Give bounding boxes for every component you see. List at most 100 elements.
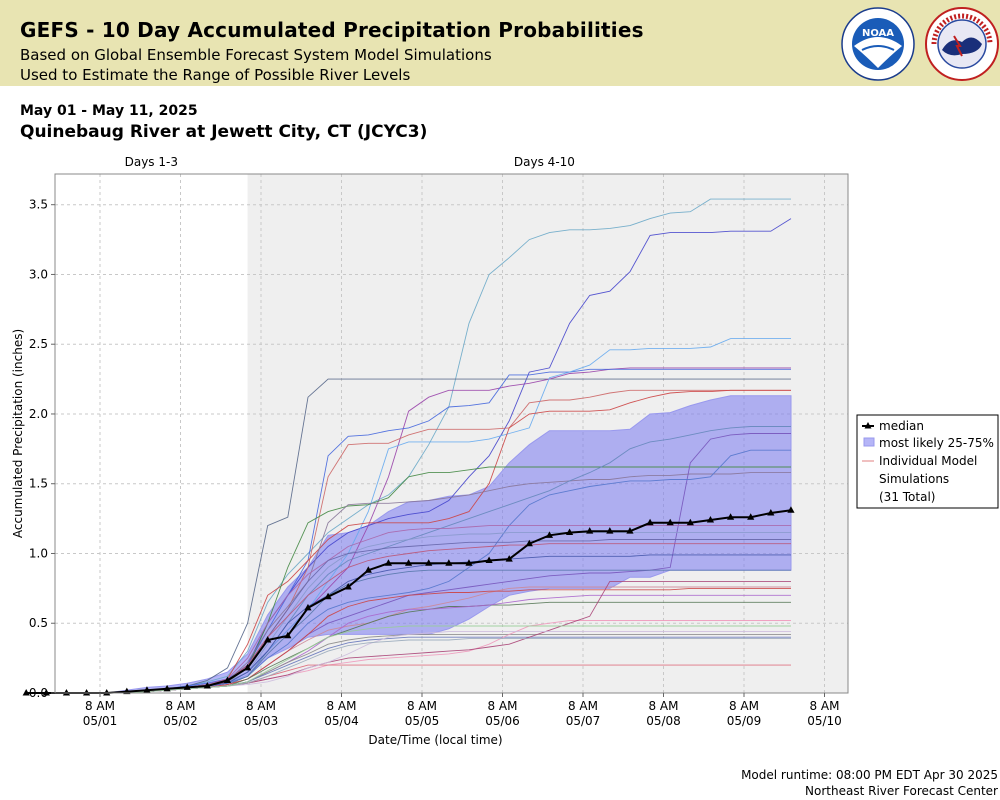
x-tick-date-8: 05/09 [727, 714, 762, 728]
legend: median most likely 25-75% Individual Model… [856, 414, 999, 509]
page-title: GEFS - 10 Day Accumulated Precipitation … [20, 18, 644, 42]
median-point-27 [565, 528, 574, 536]
x-tick-time-2: 8 AM [246, 699, 276, 713]
forecast-center: Northeast River Forecast Center [805, 784, 998, 798]
x-tick-date-0: 05/01 [83, 714, 118, 728]
page-subtitle: Based on Global Ensemble Forecast System… [20, 46, 492, 64]
y-tick-label-2: 1.0 [29, 546, 48, 560]
legend-median-label: median [879, 419, 924, 433]
noaa-logo-text: NOAA [862, 28, 894, 39]
median-point-23 [485, 556, 493, 563]
median-point-28 [586, 527, 594, 534]
y-axis-label: Accumulated Precipitation (inches) [11, 329, 25, 538]
median-point-10 [223, 676, 232, 683]
median-point-38 [787, 506, 795, 513]
median-point-26 [545, 531, 554, 538]
x-tick-time-4: 8 AM [407, 699, 437, 713]
model-runtime: Model runtime: 08:00 PM EDT Apr 30 2025 [741, 768, 998, 782]
median-point-37 [767, 509, 775, 516]
median-point-5 [123, 687, 131, 695]
x-tick-date-5: 05/06 [485, 714, 520, 728]
legend-members-label-3: (31 Total) [879, 490, 935, 504]
station-title: Quinebaug River at Jewett City, CT (JCYC… [20, 122, 428, 142]
median-point-19 [404, 559, 413, 566]
y-axis: 0.0 0.5 1.0 1.5 2.0 2.5 3.0 3.5 [29, 198, 55, 700]
median-point-21 [445, 559, 453, 566]
period-label-2: Days 4-10 [514, 155, 575, 169]
x-tick-date-3: 05/04 [324, 714, 359, 728]
median-point-9 [203, 682, 211, 689]
legend-box [856, 414, 999, 509]
precip-chart: Days 1-3 Days 4-10 0.0 0.5 1.0 1.5 2.0 2.5 3.0 3… [11, 155, 999, 747]
noaa-logo: NOAA [841, 7, 915, 81]
period-label-1: Days 1-3 [125, 155, 178, 169]
median-point-20 [425, 559, 433, 566]
median-point-17 [364, 566, 372, 573]
plot-frame [54, 173, 849, 694]
median-point-15 [324, 592, 332, 600]
x-tick-date-7: 05/08 [646, 714, 681, 728]
period-labels: Days 1-3 Days 4-10 [125, 155, 575, 169]
x-tick-date-6: 05/07 [566, 714, 601, 728]
y-tick-label-1: 0.5 [29, 616, 48, 630]
x-axis-label: Date/Time (local time) [368, 733, 502, 747]
median-point-18 [384, 559, 393, 566]
legend-members-label-2: Simulations [879, 472, 949, 486]
median-point-25 [525, 539, 533, 547]
x-tick-time-6: 8 AM [568, 699, 598, 713]
median-point-32 [666, 518, 674, 526]
legend-band-swatch [863, 437, 875, 447]
y-tick-label-3: 1.5 [29, 477, 48, 491]
page-subtitle-2: Used to Estimate the Range of Possible R… [20, 66, 411, 84]
legend-band-label: most likely 25-75% [879, 436, 994, 450]
median-point-35 [726, 513, 735, 520]
median-point-7 [163, 684, 171, 692]
x-tick-time-8: 8 AM [729, 699, 759, 713]
median-point-13 [284, 631, 292, 639]
median-point-3 [82, 689, 91, 696]
x-tick-time-0: 8 AM [85, 699, 115, 713]
x-tick-time-3: 8 AM [326, 699, 356, 713]
x-tick-time-9: 8 AM [809, 699, 839, 713]
x-tick-date-4: 05/05 [405, 714, 440, 728]
y-tick-label-6: 3.0 [29, 267, 48, 281]
median-point-33 [686, 518, 694, 526]
x-tick-time-7: 8 AM [648, 699, 678, 713]
median-point-8 [183, 683, 191, 690]
median-series [22, 506, 795, 696]
median-point-22 [465, 559, 473, 566]
y-tick-label-4: 2.0 [29, 407, 48, 421]
header-banner: GEFS - 10 Day Accumulated Precipitation … [0, 0, 1000, 86]
median-point-11 [243, 663, 252, 671]
band-area [26, 395, 792, 694]
median-point-2 [62, 689, 71, 696]
median-point-14 [304, 603, 312, 611]
median-point-1 [42, 689, 50, 696]
median-point-31 [646, 518, 654, 526]
y-tick-label-0: 0.0 [29, 686, 48, 700]
median-point-24 [505, 555, 513, 562]
legend-median-marker [864, 422, 872, 429]
median-point-16 [344, 582, 352, 590]
model-member-lines [26, 198, 792, 694]
x-tick-date-1: 05/02 [163, 714, 198, 728]
band-25-75 [26, 395, 792, 694]
x-tick-time-1: 8 AM [165, 699, 195, 713]
median-point-4 [103, 689, 111, 696]
y-tick-label-7: 3.5 [29, 198, 48, 212]
median-point-34 [706, 516, 715, 523]
member-line-31 [26, 625, 791, 694]
median-point-0 [22, 689, 30, 696]
median-point-6 [143, 686, 151, 693]
y-tick-label-5: 2.5 [29, 337, 48, 351]
x-tick-date-2: 05/03 [244, 714, 279, 728]
median-point-12 [264, 635, 272, 643]
median-point-30 [626, 527, 634, 534]
legend-members-label-1: Individual Model [879, 454, 977, 468]
x-tick-date-9: 05/10 [807, 714, 842, 728]
x-tick-time-5: 8 AM [487, 699, 517, 713]
median-point-36 [747, 513, 755, 520]
nws-logo [925, 7, 999, 81]
date-range: May 01 - May 11, 2025 [20, 103, 198, 119]
